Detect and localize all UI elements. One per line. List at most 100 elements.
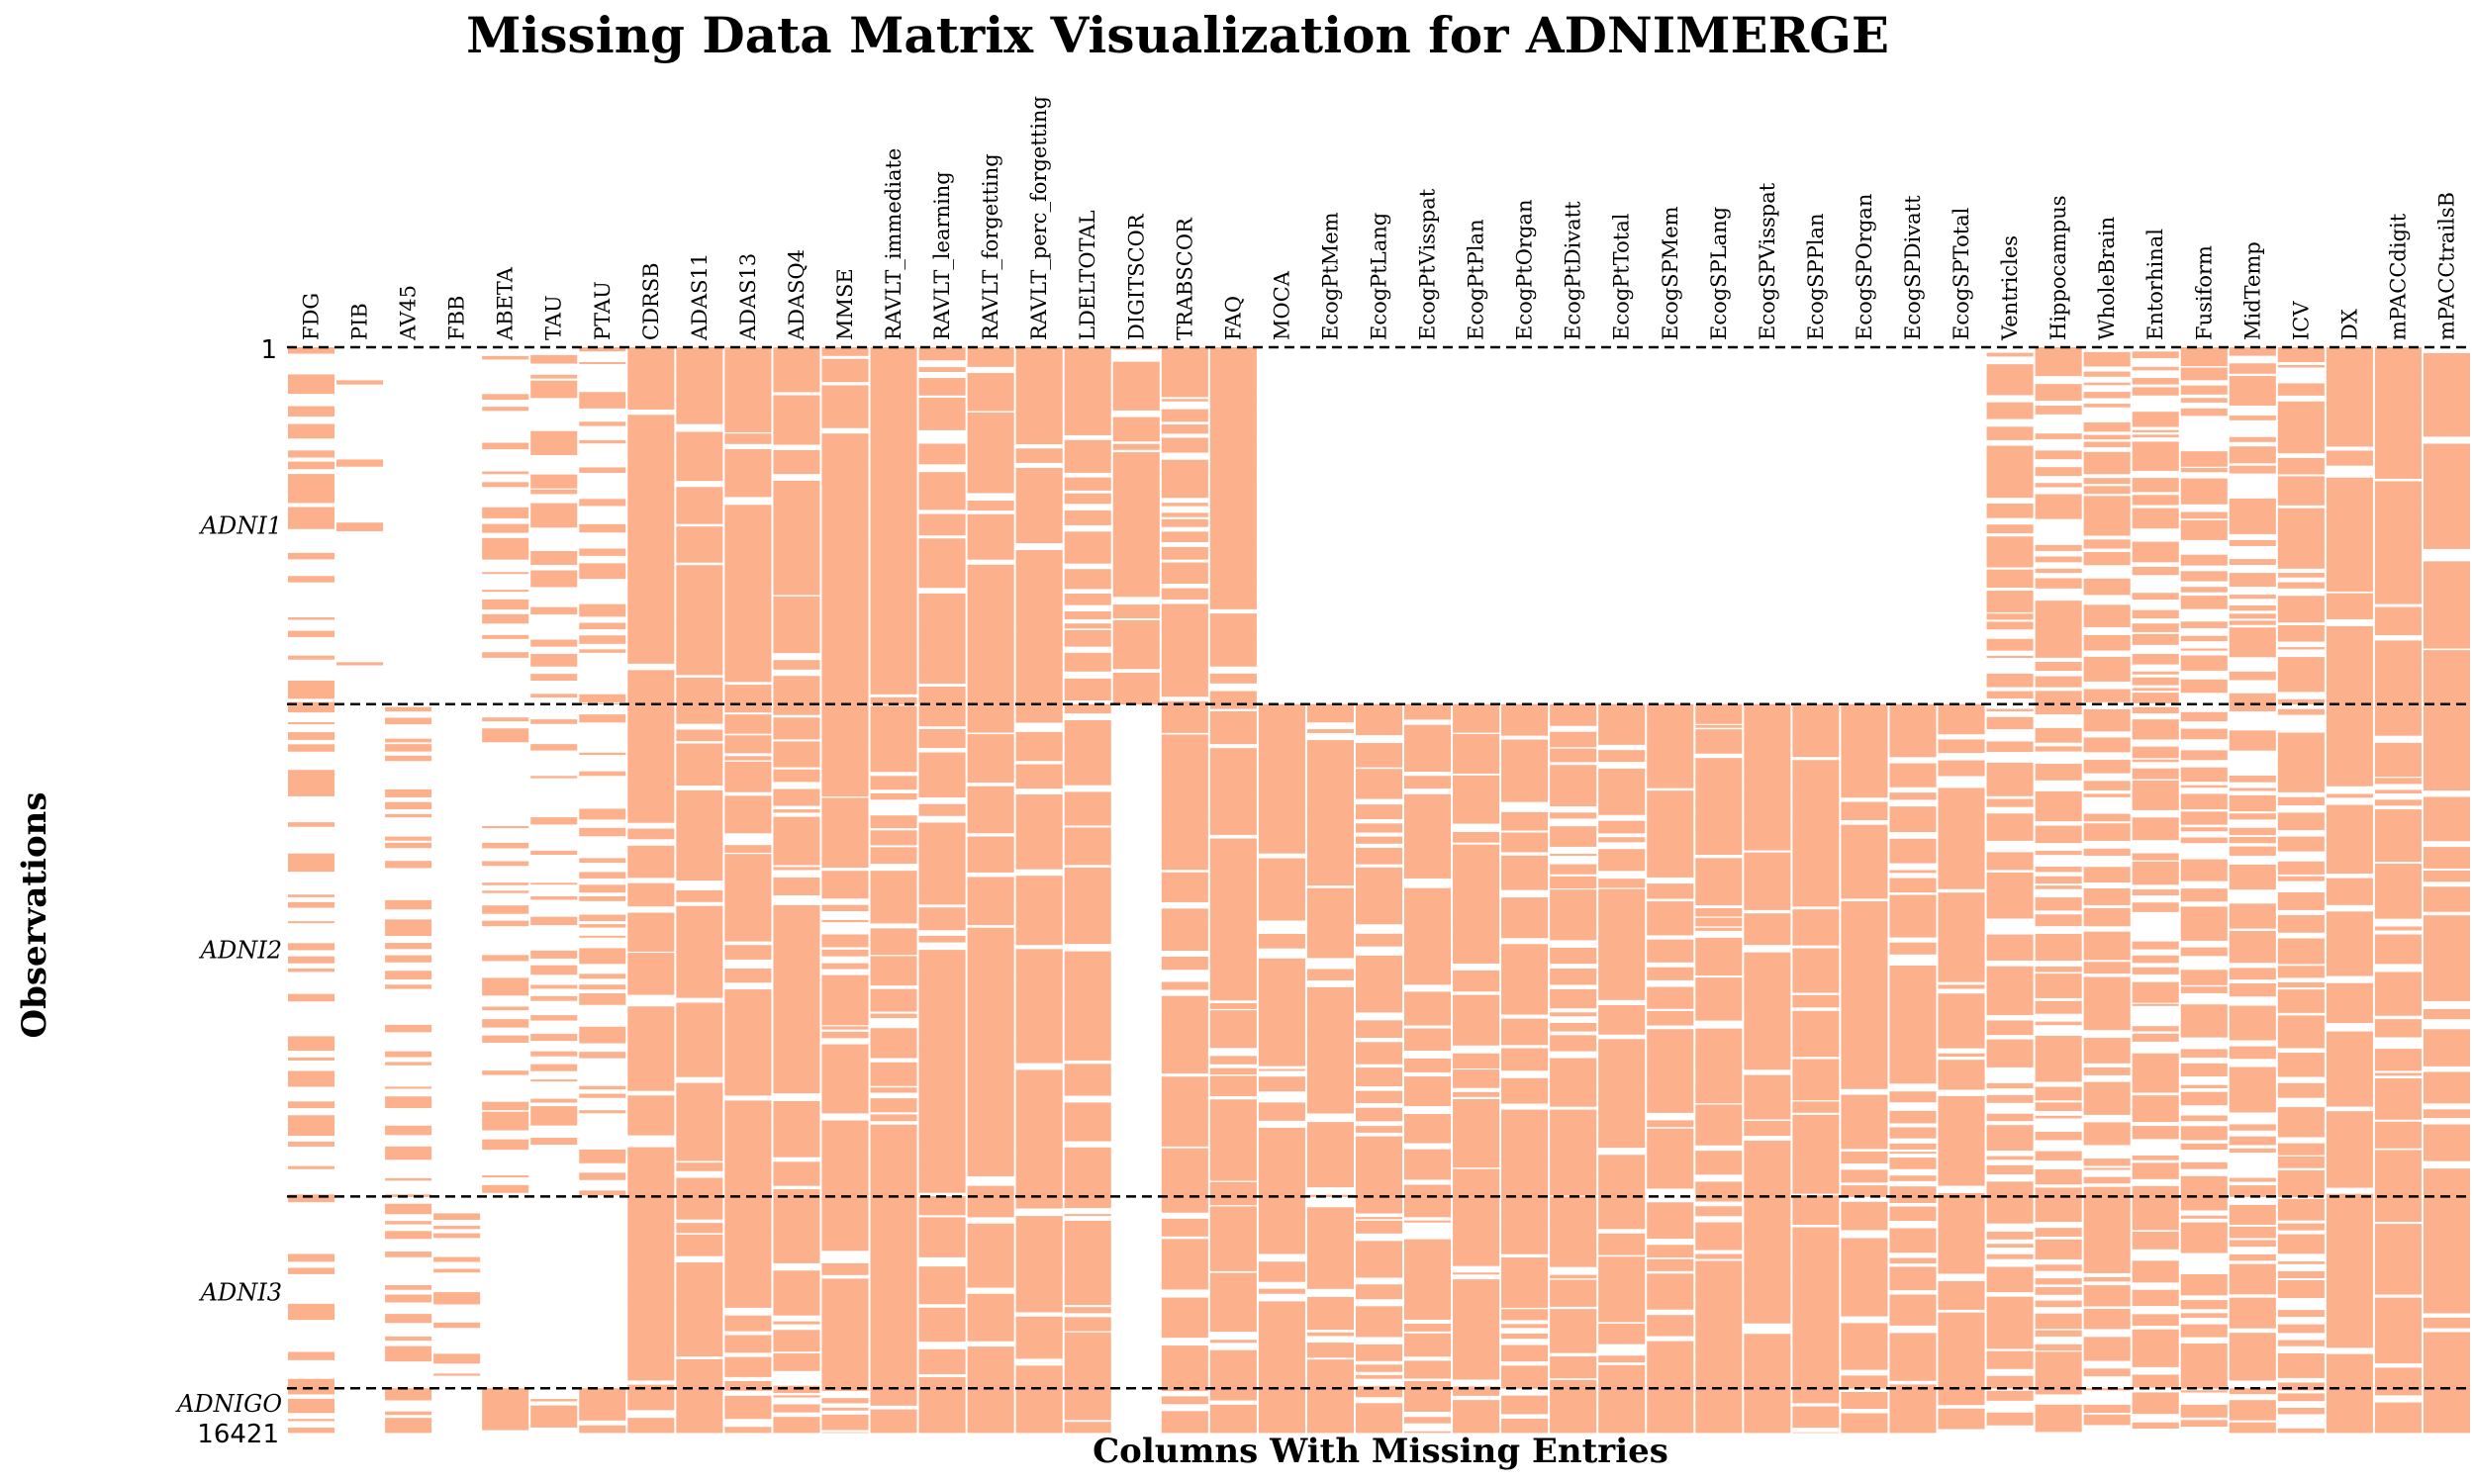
column-label-ravlt-perc-forgetting: RAVLT_perc_forgetting xyxy=(1027,96,1051,340)
column-labels: FDG PIB AV45 FBB ABETA TAU PTAU CDRSB ADAS11 ADAS… xyxy=(300,96,2459,341)
cells-adnigo-wholebrain xyxy=(2083,1388,2131,1426)
cells-adni2-ecogptdivatt xyxy=(1550,703,1597,1196)
cells-adni1-fusiform xyxy=(2180,347,2228,694)
column-label-ecogptplan: EcogPtPlan xyxy=(1465,219,1488,340)
cells-adni1-mpacctrailsb xyxy=(2423,352,2470,705)
y-axis-label: Observations xyxy=(15,791,54,1038)
cells-adni3-entorhinal xyxy=(2132,1196,2179,1388)
column-label-ldeltotal: LDELTOTAL xyxy=(1076,210,1099,340)
cells-adni2-mpacctrailsb xyxy=(2423,703,2470,1197)
cells-adni2-ecogspvisspat xyxy=(1744,703,1791,1197)
cells-adnigo-adas11 xyxy=(676,1388,723,1434)
cells-adni2-ravlt-perc-forgetting xyxy=(1015,703,1063,1197)
cells-adni1-ptau xyxy=(579,347,626,705)
cells-adni3-fusiform xyxy=(2180,1196,2228,1389)
cells-adni3-fdg xyxy=(288,1196,335,1389)
y-tick-first: 1 xyxy=(260,335,277,365)
column-label-adasq4: ADASQ4 xyxy=(785,249,809,341)
column-label-wholebrain: WholeBrain xyxy=(2095,217,2119,340)
cells-adnigo-icv xyxy=(2277,1388,2325,1434)
cells-adni1-dx xyxy=(2326,347,2373,705)
column-label-adas13: ADAS13 xyxy=(736,253,760,341)
cells-adni1-ldeltotal xyxy=(1064,347,1111,700)
cells-adni3-hippocampus xyxy=(2035,1196,2082,1389)
cells-adni1-tau xyxy=(530,354,578,698)
cells-adnigo-ravlt-forgetting xyxy=(967,1388,1014,1434)
cells-adni2-faq xyxy=(1209,703,1257,1197)
cells-adni2-ecogpttotal xyxy=(1598,703,1646,1197)
cells-adni2-ravlt-learning xyxy=(918,703,966,1197)
column-label-ptau: PTAU xyxy=(591,281,615,340)
column-label-tau: TAU xyxy=(542,295,566,340)
cells-adnigo-hippocampus xyxy=(2035,1388,2082,1433)
cells-adnigo-ecogspdivatt xyxy=(1889,1388,1937,1434)
column-label-ecogpttotal: EcogPtTotal xyxy=(1610,213,1634,340)
cells-adni2-ecogptmem xyxy=(1306,703,1354,1197)
x-axis-label: Columns With Missing Entries xyxy=(1093,1432,1668,1471)
column-label-ecogsptotal: EcogSPTotal xyxy=(1950,207,1973,340)
cells-adni2-entorhinal xyxy=(2132,706,2179,1197)
group-label-adni1: ADNI1 xyxy=(199,511,282,539)
cells-adni1-wholebrain xyxy=(2083,351,2131,702)
cells-adni3-ravlt-forgetting xyxy=(967,1196,1014,1389)
cells-adnigo-ptau xyxy=(579,1388,626,1434)
cells-adnigo-mmse xyxy=(821,1388,869,1434)
column-label-dx: DX xyxy=(2337,309,2361,340)
cells-adni3-ecogptplan xyxy=(1453,1196,1500,1389)
cells-adnigo-ecogspvisspat xyxy=(1744,1388,1791,1434)
cells-adni3-ecogptvisspat xyxy=(1404,1196,1452,1389)
cells-adni2-midtemp xyxy=(2229,703,2276,1197)
cells-adnigo-fusiform xyxy=(2180,1390,2228,1428)
cells-adni1-ravlt-immediate xyxy=(870,347,917,705)
cells-adni3-wholebrain xyxy=(2083,1196,2131,1377)
cells-adni3-cdrsb xyxy=(627,1196,675,1389)
cells-adni2-ecogptvisspat xyxy=(1404,703,1452,1197)
cells-adni3-ecogspmem xyxy=(1647,1202,1694,1389)
cells-adni2-adas13 xyxy=(724,703,772,1197)
cells-adnigo-moca xyxy=(1258,1388,1305,1434)
cells-adnigo-ecogsporgan xyxy=(1841,1392,1888,1434)
cells-adni2-mpaccdigit xyxy=(2374,703,2422,1197)
cells-adnigo-ecogptdivatt xyxy=(1550,1388,1597,1434)
cells-adni3-ecogptlang xyxy=(1355,1196,1403,1389)
cells-adnigo-adasq4 xyxy=(773,1388,820,1434)
cells-adnigo-ecogsptotal xyxy=(1938,1388,1985,1430)
column-label-ecogspmem: EcogSPMem xyxy=(1659,206,1682,340)
cells-adni1-ventricles xyxy=(1986,352,2034,698)
cells-adni2-cdrsb xyxy=(627,703,675,1197)
cells-adni3-ldeltotal xyxy=(1064,1196,1111,1389)
cells-adni3-icv xyxy=(2277,1198,2325,1389)
cells-adnigo-midtemp xyxy=(2229,1388,2276,1434)
column-label-cdrsb: CDRSB xyxy=(639,262,663,340)
column-label-trabscor: TRABSCOR xyxy=(1173,217,1196,340)
column-label-ravlt-immediate: RAVLT_immediate xyxy=(882,148,905,340)
cells-adni2-ventricles xyxy=(1986,708,2034,1197)
cells-adnigo-entorhinal xyxy=(2132,1392,2179,1430)
cells-adni3-midtemp xyxy=(2229,1204,2276,1381)
column-label-mmse: MMSE xyxy=(833,268,857,340)
cells-adnigo-abeta xyxy=(482,1388,529,1431)
cells-adni2-ecogptplan xyxy=(1453,703,1500,1197)
cells-adni3-ravlt-perc-forgetting xyxy=(1015,1196,1063,1389)
cells-adni2-ecogspplan xyxy=(1792,703,1840,1197)
cells-adni2-ravlt-forgetting xyxy=(967,703,1014,1197)
cells-adni2-ecogptorgan xyxy=(1501,703,1549,1197)
cells-adni3-trabscor xyxy=(1161,1196,1208,1389)
cells-adni1-faq xyxy=(1209,347,1257,705)
cells-adni1-ravlt-forgetting xyxy=(967,347,1014,705)
cells-adni1-cdrsb xyxy=(627,347,675,705)
cells-adni2-mmse xyxy=(821,703,869,1197)
cells-adni2-adasq4 xyxy=(773,703,820,1197)
cells-adnigo-ecogptlang xyxy=(1355,1388,1403,1434)
cells-adni3-ecogspplan xyxy=(1792,1196,1840,1389)
group-label-adni2: ADNI2 xyxy=(199,937,282,965)
column-label-ecogptvisspat: EcogPtVisspat xyxy=(1416,188,1440,340)
cells-adni3-mpaccdigit xyxy=(2374,1196,2422,1389)
cells-adni2-ecogsporgan xyxy=(1841,703,1888,1197)
cells-adni3-mmse xyxy=(821,1196,869,1389)
cells-adni3-faq xyxy=(1209,1196,1257,1389)
cells-adni2-fusiform xyxy=(2180,711,2228,1197)
column-label-ecogptmem: EcogPtMem xyxy=(1319,212,1343,340)
cells-adni1-mmse xyxy=(821,347,869,705)
cells-adnigo-faq xyxy=(1209,1388,1257,1434)
